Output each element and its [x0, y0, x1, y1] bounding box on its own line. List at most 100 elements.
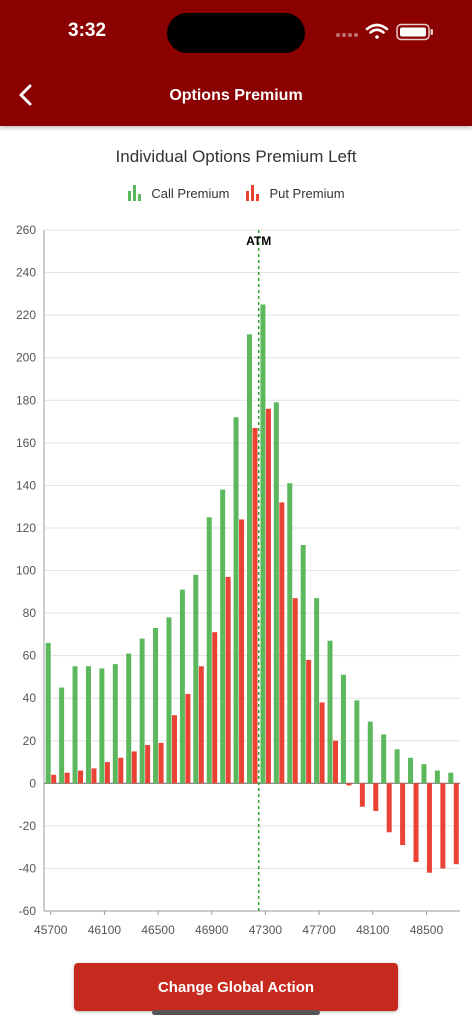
put-premium-bar: [239, 519, 245, 784]
x-tick-label: 48500: [410, 923, 444, 937]
status-icons: [333, 20, 443, 44]
legend-item-put[interactable]: Put Premium: [245, 185, 345, 201]
put-premium-bar: [333, 740, 339, 784]
put-premium-bar: [78, 770, 84, 784]
call-premium-bar: [59, 687, 65, 784]
change-global-action-button[interactable]: Change Global Action: [74, 963, 398, 1011]
y-tick-label: 100: [16, 564, 36, 578]
put-premium-bar: [426, 783, 432, 873]
legend-item-call[interactable]: Call Premium: [127, 185, 229, 201]
call-premium-bar: [179, 589, 185, 784]
put-premium-bar: [413, 783, 419, 863]
call-premium-bar: [340, 674, 346, 784]
call-legend-icon: [128, 185, 142, 201]
call-premium-bar: [126, 653, 132, 784]
legend-label-call: Call Premium: [151, 185, 230, 201]
call-premium-bar: [394, 749, 400, 784]
put-premium-bar: [440, 783, 446, 869]
call-premium-bar: [314, 598, 320, 784]
call-premium-bar: [273, 402, 279, 784]
call-premium-bar: [72, 666, 78, 784]
put-premium-bar: [185, 693, 191, 784]
call-premium-bar: [381, 734, 387, 784]
put-premium-bar: [171, 715, 177, 784]
call-premium-bar: [220, 489, 226, 784]
y-tick-label: 140: [16, 478, 36, 492]
chart-title: Individual Options Premium Left: [115, 147, 357, 166]
put-premium-bar: [265, 408, 271, 784]
y-tick-label: 260: [16, 223, 36, 237]
legend-label-put: Put Premium: [269, 185, 345, 201]
status-time: 3:32: [68, 20, 107, 41]
call-premium-bar: [206, 517, 212, 784]
call-premium-bar: [300, 544, 306, 784]
put-premium-bar: [51, 774, 57, 784]
chevron-left-icon: [19, 84, 32, 106]
call-premium-bar: [153, 627, 159, 784]
put-premium-bar: [131, 751, 137, 784]
put-premium-bar: [279, 502, 285, 784]
put-premium-bar: [198, 666, 204, 784]
call-premium-bar: [367, 721, 373, 784]
put-premium-bar: [158, 742, 164, 784]
call-premium-bar: [408, 757, 414, 784]
put-premium-bar: [319, 702, 325, 784]
put-premium-bar: [400, 783, 406, 846]
y-tick-label: 220: [16, 308, 36, 322]
put-premium-bar: [359, 783, 365, 807]
call-premium-bar: [166, 617, 172, 784]
call-premium-bar: [448, 772, 454, 784]
x-tick-label: 45700: [34, 923, 68, 937]
call-premium-bar: [193, 574, 199, 784]
call-premium-bar: [139, 638, 145, 784]
call-premium-bar: [354, 700, 360, 784]
app-header: 3:32 Options Premium: [0, 0, 472, 126]
put-premium-bar: [64, 772, 70, 784]
dynamic-island: [167, 13, 305, 53]
premium-bar-chart: -60 -40 -20 0 20 40 60 80 100 120 140 160 180 200 220 2…: [16, 223, 460, 937]
call-premium-bar: [112, 664, 118, 784]
put-premium-bar: [104, 762, 110, 784]
y-tick-label: 20: [23, 734, 37, 748]
wifi-icon: [365, 23, 389, 39]
put-premium-bar: [453, 783, 459, 865]
call-premium-bar: [247, 334, 252, 784]
call-premium-bar: [233, 417, 239, 784]
y-tick-label: -20: [19, 819, 37, 833]
page-title: Options Premium: [169, 87, 303, 104]
put-legend-icon: [246, 185, 260, 201]
put-premium-bar: [252, 427, 258, 784]
call-premium-bar: [260, 304, 266, 784]
y-tick-label: 0: [29, 776, 36, 790]
chart-legend: Call Premium Put Premium: [0, 185, 472, 201]
put-premium-bar: [346, 783, 352, 786]
call-premium-bar: [99, 668, 105, 784]
y-tick-label: 120: [16, 521, 36, 535]
put-premium-bar: [225, 576, 231, 784]
y-tick-label: 80: [23, 606, 37, 620]
call-premium-bar: [434, 770, 440, 784]
y-tick-label: -60: [19, 904, 37, 918]
call-premium-bar: [327, 640, 333, 784]
back-button[interactable]: [10, 80, 40, 110]
x-tick-label: 46900: [195, 923, 229, 937]
put-premium-bar: [292, 598, 298, 784]
put-premium-bar: [386, 783, 392, 833]
y-tick-label: 200: [16, 351, 36, 365]
x-tick-label: 47700: [302, 923, 336, 937]
put-premium-bar: [306, 659, 312, 784]
put-premium-bar: [91, 768, 97, 784]
battery-icon: [396, 23, 433, 41]
x-tick-label: 47300: [249, 923, 283, 937]
put-premium-bar: [145, 745, 151, 784]
put-premium-bar: [118, 757, 124, 784]
y-tick-label: 160: [16, 436, 36, 450]
y-tick-label: 60: [23, 649, 37, 663]
put-premium-bar: [212, 632, 218, 784]
atm-label: ATM: [246, 234, 271, 248]
y-tick-label: -40: [19, 861, 37, 875]
x-tick-label: 48100: [356, 923, 390, 937]
put-premium-bar: [373, 783, 379, 811]
call-premium-bar: [45, 642, 51, 784]
y-tick-label: 180: [16, 393, 36, 407]
